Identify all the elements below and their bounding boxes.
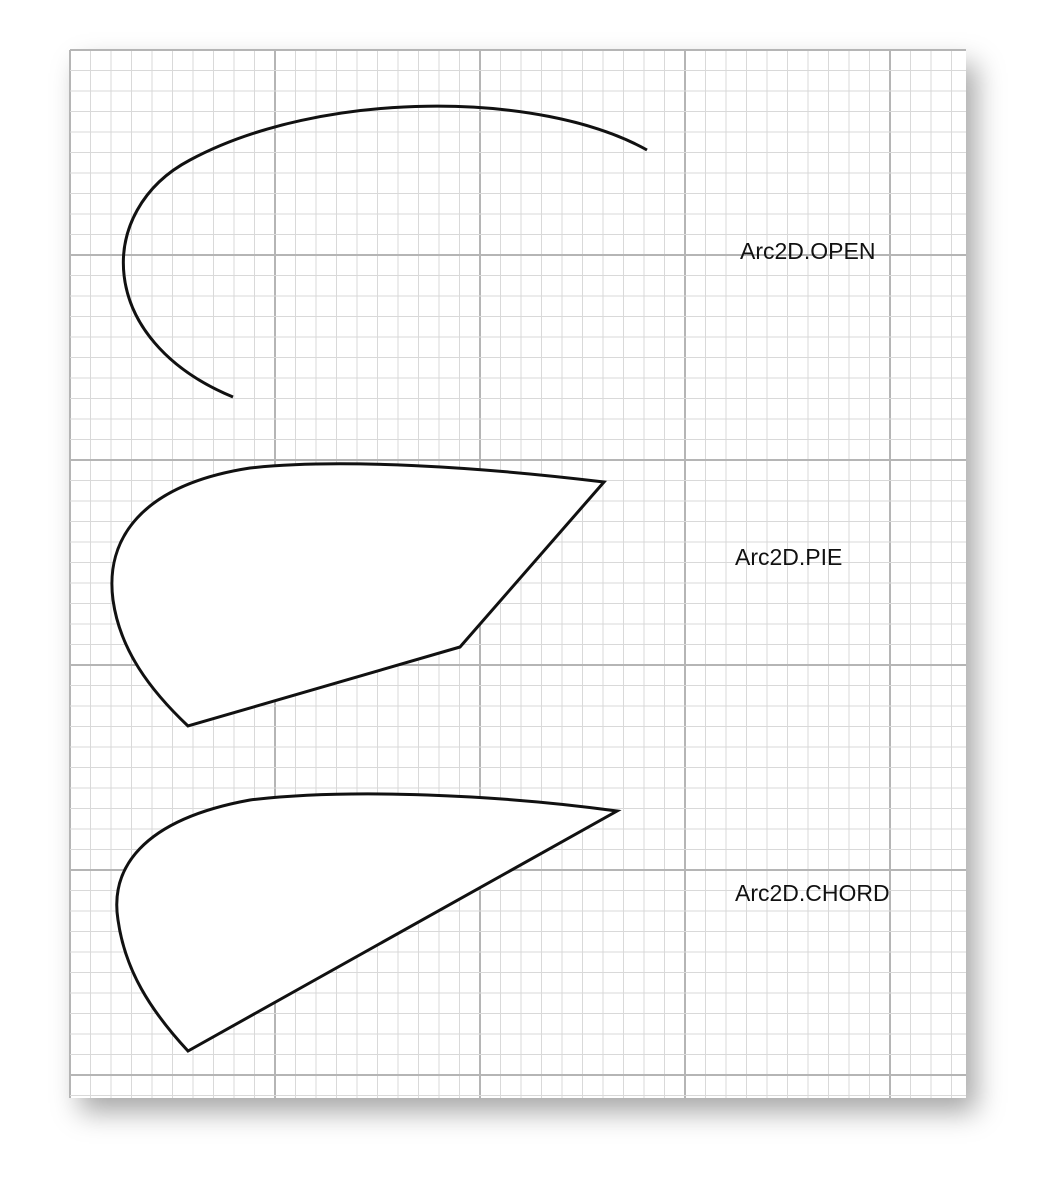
chord-arc-shape: [115, 792, 622, 1053]
pie-arc-shape: [110, 462, 607, 728]
open-arc-label: Arc2D.OPEN: [740, 238, 875, 264]
open-arc-shape: [121, 104, 648, 399]
chord-arc-label: Arc2D.CHORD: [735, 880, 890, 906]
pie-arc-label: Arc2D.PIE: [735, 544, 842, 570]
